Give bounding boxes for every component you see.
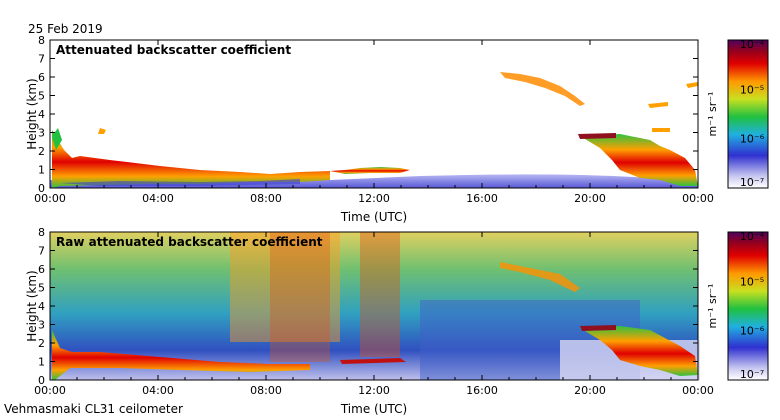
x-tick-label: 08:00 [250,192,282,205]
x-tick-label: 16:00 [466,192,498,205]
panel-raw: 0 1 2 3 4 5 6 7 8 00:00 04:00 08:00 12:00 16:00 20:00 0… [25,226,769,416]
x-tick-label: 00:00 [34,384,66,397]
y-tick-label: 0 [38,182,45,195]
x-tick-label: 20:00 [574,192,606,205]
panel-attenuated: 0 1 2 3 4 5 6 7 8 00:00 04:00 08:00 12:00 16:00 20:00 0… [25,34,769,224]
colorbar-tick-label: 10⁻⁵ [740,83,764,96]
y-tick-label: 1 [38,356,45,369]
colorbar-unit: m⁻¹ sr⁻¹ [706,284,719,329]
x-tick-label: 12:00 [358,192,390,205]
y-tick-label: 5 [38,282,45,295]
y-tick-label: 8 [38,34,45,47]
y-tick-label: 6 [38,71,45,84]
y-axis-label: Height (km) [25,270,39,341]
x-tick-label: 04:00 [142,384,174,397]
y-tick-label: 2 [38,145,45,158]
y-tick-label: 1 [38,164,45,177]
y-tick-label: 4 [38,300,45,313]
y-tick-label: 0 [38,374,45,387]
colorbar [727,39,769,189]
colorbar-tick-label: 10⁻⁵ [740,275,764,288]
colorbar-tick-label: 10⁻⁶ [740,133,765,146]
y-tick-label: 3 [38,319,45,332]
date-label: 25 Feb 2019 [28,22,103,36]
x-tick-label: 00:00 [34,192,66,205]
colorbar-unit: m⁻¹ sr⁻¹ [706,92,719,137]
y-tick-label: 4 [38,108,45,121]
y-tick-label: 7 [38,245,45,258]
colorbar-tick-label: 10⁻⁴ [740,230,765,243]
colorbar-tick-label: 10⁻⁷ [740,368,764,381]
y-tick-label: 3 [38,127,45,140]
instrument-label: Vehmasmaki CL31 ceilometer [4,402,183,416]
colorbar-tick-label: 10⁻⁴ [740,38,765,51]
y-tick-label: 2 [38,337,45,350]
x-axis-label: Time (UTC) [340,210,407,224]
x-tick-label: 16:00 [466,384,498,397]
panel-title: Raw attenuated backscatter coefficient [56,235,323,249]
y-tick-label: 7 [38,53,45,66]
x-tick-label: 20:00 [574,384,606,397]
x-tick-label: 08:00 [250,384,282,397]
colorbar-tick-label: 10⁻⁷ [740,176,764,189]
y-tick-label: 5 [38,90,45,103]
panel-title: Attenuated backscatter coefficient [56,43,291,57]
y-tick-label: 6 [38,263,45,276]
x-tick-label: 00:00 [682,384,714,397]
colorbar [727,231,769,381]
y-axis-label: Height (km) [25,78,39,149]
x-axis-label: Time (UTC) [340,402,407,416]
colorbar-tick-label: 10⁻⁶ [740,325,765,338]
x-tick-label: 04:00 [142,192,174,205]
y-tick-label: 8 [38,226,45,239]
x-tick-label: 12:00 [358,384,390,397]
x-tick-label: 00:00 [682,192,714,205]
